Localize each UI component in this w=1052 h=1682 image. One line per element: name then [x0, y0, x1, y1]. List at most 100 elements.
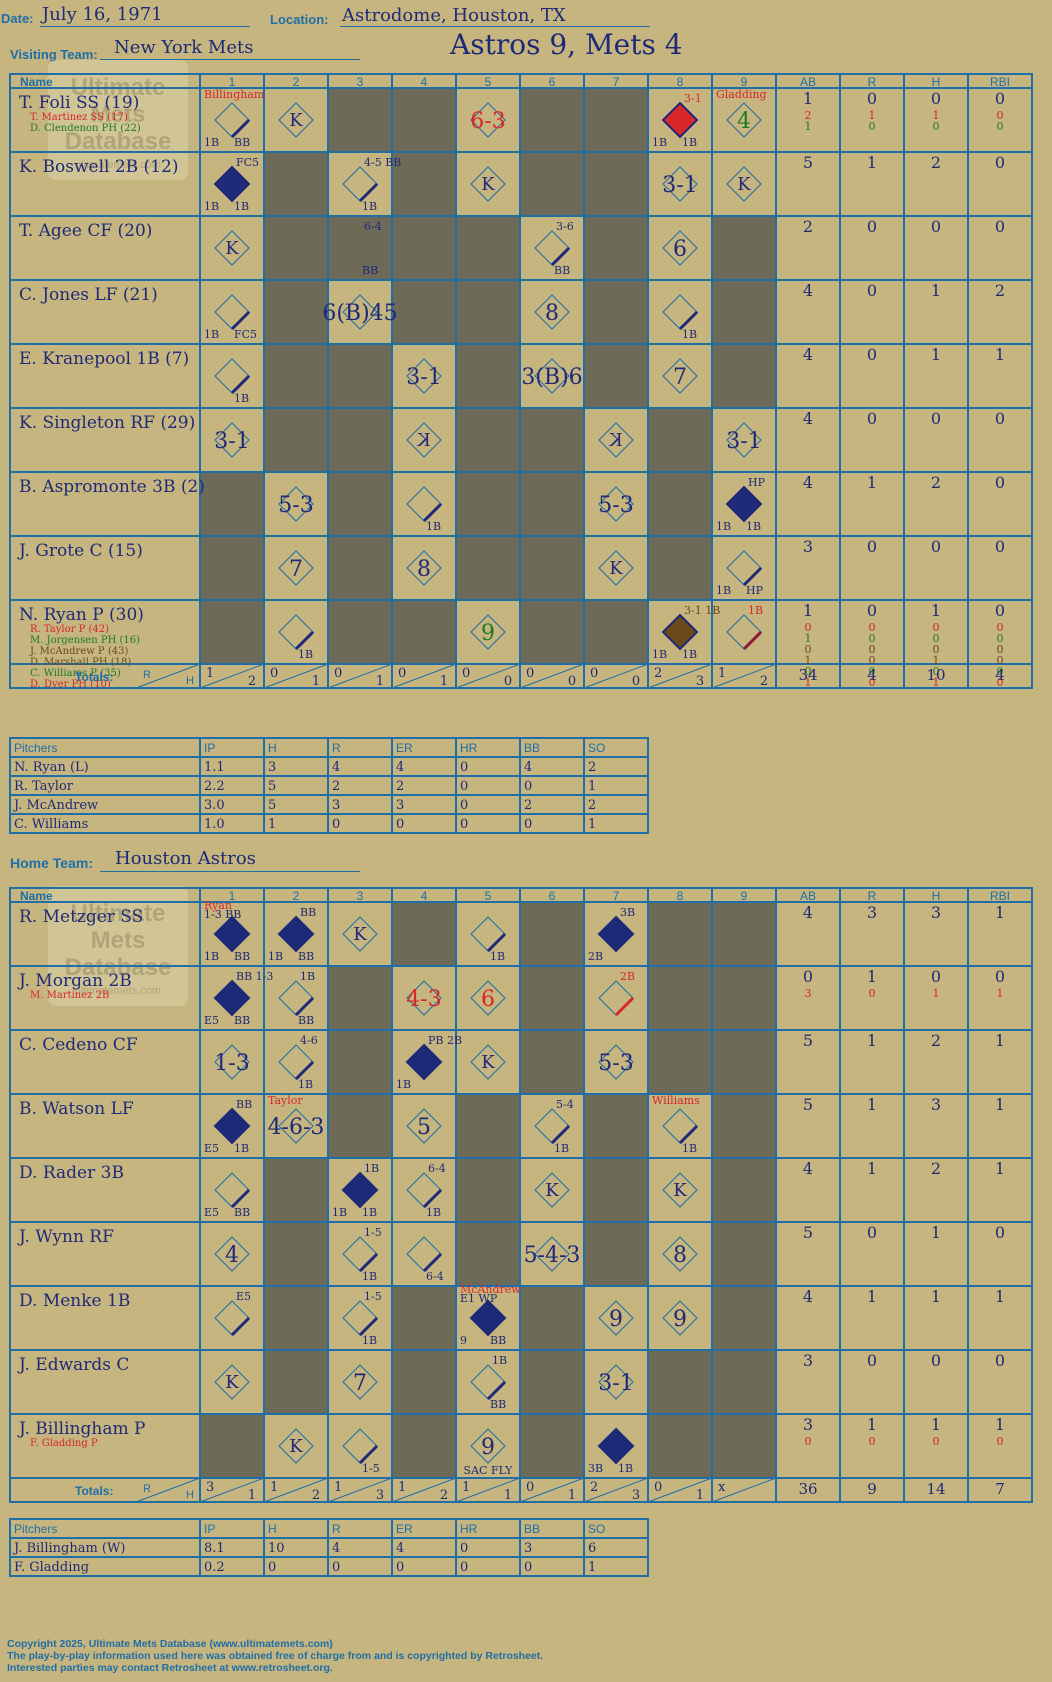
advance-code: 6-4	[426, 1270, 444, 1283]
inactive-cell	[392, 902, 456, 966]
watermark-url: ultimatemets.com	[75, 985, 161, 997]
inning-hits: 1	[568, 1488, 576, 1503]
play-result: 9	[673, 1307, 687, 1332]
base-diamond	[662, 166, 698, 202]
at-bat-cell	[342, 294, 378, 330]
home-team-label: Home Team:	[10, 855, 93, 871]
substitute-name: F. Gladding P	[30, 1438, 98, 1449]
inactive-cell	[328, 88, 392, 152]
substitute-stat: 1	[805, 120, 812, 133]
hit-code: 9	[460, 1334, 467, 1347]
team-total: 4	[867, 666, 877, 684]
inning-header: 6	[549, 75, 556, 89]
inning-hits: 2	[312, 1488, 320, 1503]
substitute-name: D. Marshall PH (18)	[30, 657, 131, 668]
inactive-cell	[712, 344, 776, 408]
batter-name: J. Edwards C	[17, 1355, 129, 1375]
advance-code: 1B	[234, 200, 249, 213]
inning-header: 4	[421, 889, 428, 903]
play-result: 5-3	[598, 493, 633, 518]
base-diamond	[278, 614, 314, 650]
inactive-cell	[712, 1350, 776, 1414]
at-bat-cell	[726, 614, 763, 651]
inning-header: 9	[741, 889, 748, 903]
at-bat-cell	[342, 1364, 378, 1400]
strikeout-looking: K	[609, 430, 623, 451]
play-result: 6-3	[470, 109, 505, 134]
batter-stat: 0	[995, 409, 1005, 428]
batter-stat: 4	[803, 409, 813, 428]
inactive-cell	[264, 1286, 328, 1350]
play-note: 5-4	[556, 1098, 574, 1111]
run-scored-diamond	[661, 613, 699, 651]
pitcher-header: H	[268, 741, 277, 755]
base-diamond	[470, 980, 506, 1016]
watermark-text: Mets	[91, 101, 146, 128]
inactive-cell	[712, 1414, 776, 1478]
at-bat-cell	[406, 486, 443, 523]
at-bat-cell	[406, 980, 442, 1016]
batter-name: E. Kranepool 1B (7)	[19, 349, 189, 369]
batter-stat: 0	[995, 89, 1005, 108]
pitcher-stat: 8.1	[204, 1541, 225, 1556]
inning-header: 1	[229, 889, 236, 903]
play-result: 5-3	[598, 1051, 633, 1076]
run-scored-diamond	[213, 165, 251, 203]
inning-runs: 1	[462, 1480, 470, 1495]
inning-hits: 3	[376, 1488, 384, 1503]
hit-code: 1B	[716, 520, 731, 533]
inactive-cell	[712, 1094, 776, 1158]
inactive-cell	[200, 1414, 264, 1478]
batter-name: C. Jones LF (21)	[19, 285, 158, 305]
play-result: 8	[545, 301, 559, 326]
substitute-stat: 0	[805, 621, 812, 634]
base-diamond	[214, 358, 250, 394]
at-bat-cell	[470, 1428, 506, 1464]
batter-stat: 0	[995, 537, 1005, 556]
totals-divider	[135, 1477, 201, 1503]
batter-stat: 1	[803, 601, 813, 620]
play-result: K	[737, 174, 751, 195]
inning-header: 4	[421, 75, 428, 89]
pitcher-stat: 1	[588, 1560, 596, 1575]
at-bat-cell	[661, 613, 699, 651]
run-scored-diamond	[469, 1299, 507, 1337]
stat-header: RBI	[990, 889, 1010, 903]
substitute-stat: 1	[805, 676, 812, 689]
totals-divider	[647, 663, 713, 689]
batter-stat: 1	[931, 1223, 941, 1242]
base-diamond	[406, 358, 442, 394]
play-result: 6	[673, 237, 687, 262]
substitute-stat: 0	[869, 665, 876, 678]
base-diamond	[470, 1044, 506, 1080]
base-diamond	[662, 1172, 698, 1208]
pitcher-stat: 0	[460, 760, 468, 775]
run-scored-diamond	[213, 979, 251, 1017]
inactive-cell	[328, 408, 392, 472]
pitcher-stat: 2	[588, 760, 596, 775]
advance-code: BB	[234, 1014, 250, 1027]
play-result: 9	[609, 1307, 623, 1332]
inning-hits: 3	[696, 674, 704, 689]
at-bat-cell	[406, 422, 442, 458]
watermark-box	[48, 886, 188, 1006]
substitute-stat: 1	[805, 654, 812, 667]
batter-name: B. Aspromonte 3B (2)	[19, 477, 205, 497]
base-path	[486, 1380, 507, 1401]
pitcher-stat: 0	[460, 779, 468, 794]
at-bat-cell	[470, 614, 506, 650]
at-bat-cell	[470, 916, 507, 953]
base-path	[230, 118, 251, 139]
pitcher-stat: 5	[268, 798, 276, 813]
batter-stat: 0	[867, 537, 877, 556]
inning-runs: 0	[654, 1480, 662, 1495]
watermark-box	[48, 60, 188, 180]
advance-code: 1B	[682, 1142, 697, 1155]
at-bat-cell	[534, 1108, 571, 1145]
base-diamond	[598, 1044, 634, 1080]
advance-code: BB	[554, 264, 570, 277]
play-result: 8	[673, 1243, 687, 1268]
play-result: K	[289, 1436, 303, 1457]
date-label: Date:	[1, 11, 34, 26]
inning-hits: 1	[248, 1488, 256, 1503]
